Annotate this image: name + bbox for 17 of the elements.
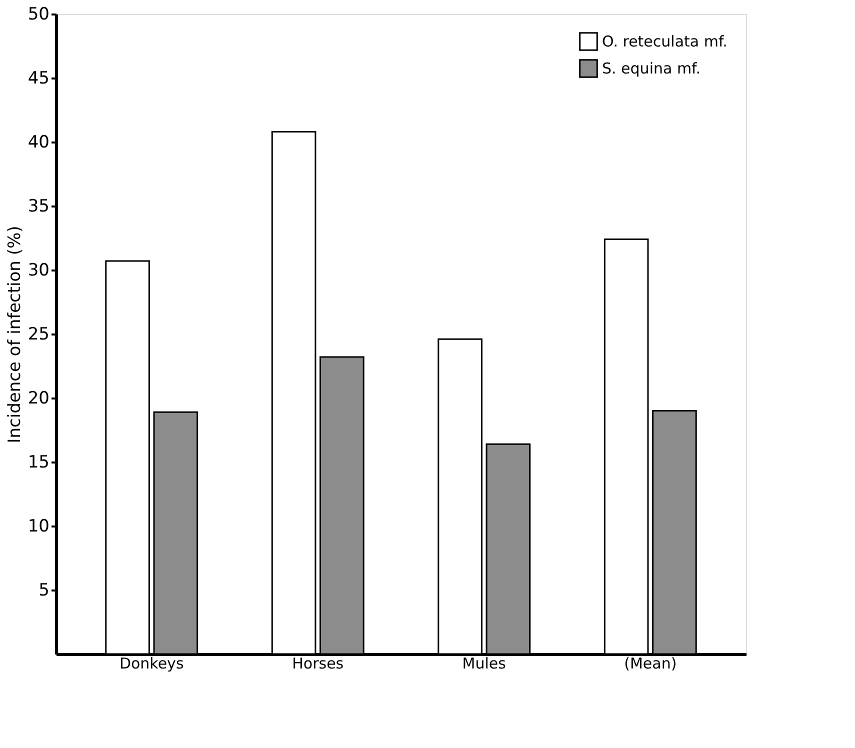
x-tick-label: Horses — [292, 654, 344, 672]
y-tick-label: 40 — [28, 132, 50, 152]
x-tick-label: Mules — [462, 654, 506, 672]
y-tick-label: 15 — [28, 452, 50, 472]
y-axis-title: Incidence of infection (%) — [4, 226, 25, 444]
y-tick-label: 45 — [28, 68, 50, 88]
x-tick-label: (Mean) — [624, 654, 677, 672]
y-tick-label: 5 — [38, 580, 50, 600]
legend-label: O. reteculata mf. — [602, 32, 728, 50]
y-tick-label: 25 — [28, 324, 50, 344]
y-tick-label: 50 — [28, 4, 50, 24]
y-tick-label: 20 — [28, 388, 50, 408]
y-tick-label: 35 — [28, 196, 50, 216]
y-tick-label: 30 — [28, 260, 50, 280]
legend-label: S. equina mf. — [602, 60, 701, 78]
y-tick-label: 10 — [28, 516, 50, 536]
x-tick-label: Donkeys — [119, 654, 184, 672]
